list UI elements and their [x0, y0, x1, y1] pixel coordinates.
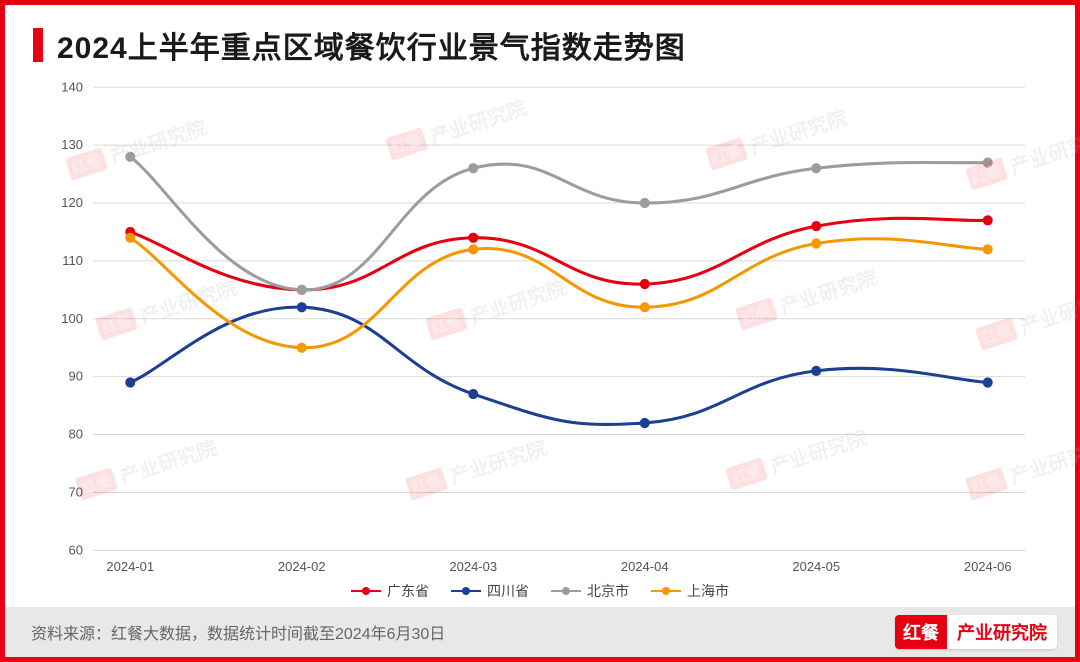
svg-text:2024-04: 2024-04	[621, 559, 669, 574]
series-marker	[640, 302, 650, 312]
svg-text:2024-05: 2024-05	[792, 559, 840, 574]
line-chart-svg: 60 70 80 90 100 110 120 130 140 2024-01 2024-02 202…	[25, 77, 1055, 579]
series-marker	[297, 285, 307, 295]
svg-text:70: 70	[69, 484, 83, 499]
series-line	[130, 307, 987, 424]
chart-frame: 2024上半年重点区域餐饮行业景气指数走势图 60 70 80 90 100 110 120…	[0, 0, 1080, 662]
series-line	[130, 238, 987, 348]
svg-text:140: 140	[61, 79, 83, 94]
series-marker	[468, 244, 478, 254]
series-marker	[811, 238, 821, 248]
series-marker	[297, 302, 307, 312]
title-accent-bar	[33, 28, 43, 62]
legend-item: 广东省	[351, 581, 429, 601]
series-marker	[640, 198, 650, 208]
series-marker	[811, 221, 821, 231]
legend-label: 广东省	[387, 581, 429, 601]
legend-label: 北京市	[587, 581, 629, 601]
svg-text:110: 110	[62, 253, 83, 268]
svg-text:2024-01: 2024-01	[106, 559, 154, 574]
svg-text:80: 80	[69, 427, 83, 442]
series-marker	[983, 244, 993, 254]
legend-label: 上海市	[687, 581, 729, 601]
legend-item: 四川省	[451, 581, 529, 601]
brand-text: 产业研究院	[947, 615, 1057, 649]
series-marker	[811, 366, 821, 376]
series-marker	[125, 233, 135, 243]
svg-text:120: 120	[61, 195, 83, 210]
svg-text:60: 60	[69, 542, 83, 557]
series-marker	[983, 215, 993, 225]
series-marker	[983, 157, 993, 167]
legend-item: 北京市	[551, 581, 629, 601]
series-marker	[297, 343, 307, 353]
title-row: 2024上半年重点区域餐饮行业景气指数走势图	[5, 5, 1075, 73]
svg-text:2024-02: 2024-02	[278, 559, 326, 574]
series-marker	[125, 152, 135, 162]
source-note: 资料来源：红餐大数据，数据统计时间截至2024年6月30日	[31, 620, 445, 644]
chart-area: 60 70 80 90 100 110 120 130 140 2024-01 2024-02 202…	[5, 73, 1075, 579]
series-marker	[468, 389, 478, 399]
svg-text:2024-06: 2024-06	[964, 559, 1012, 574]
svg-text:100: 100	[61, 311, 83, 326]
legend-swatch	[351, 585, 381, 597]
footer: 资料来源：红餐大数据，数据统计时间截至2024年6月30日 红餐 产业研究院	[5, 607, 1075, 657]
brand-badge: 红餐 产业研究院	[895, 615, 1057, 649]
svg-text:90: 90	[69, 369, 83, 384]
legend-swatch	[451, 585, 481, 597]
legend-swatch	[551, 585, 581, 597]
series-marker	[125, 377, 135, 387]
brand-logo: 红餐	[895, 615, 947, 649]
series-marker	[468, 233, 478, 243]
series-marker	[640, 418, 650, 428]
legend: 广东省 四川省 北京市 上海市	[5, 579, 1075, 607]
series-marker	[811, 163, 821, 173]
chart-title: 2024上半年重点区域餐饮行业景气指数走势图	[57, 23, 686, 67]
svg-text:130: 130	[61, 137, 83, 152]
svg-text:2024-03: 2024-03	[449, 559, 497, 574]
legend-label: 四川省	[487, 581, 529, 601]
series-marker	[640, 279, 650, 289]
series-marker	[468, 163, 478, 173]
legend-item: 上海市	[651, 581, 729, 601]
legend-swatch	[651, 585, 681, 597]
series-marker	[983, 377, 993, 387]
series-line	[130, 157, 987, 290]
